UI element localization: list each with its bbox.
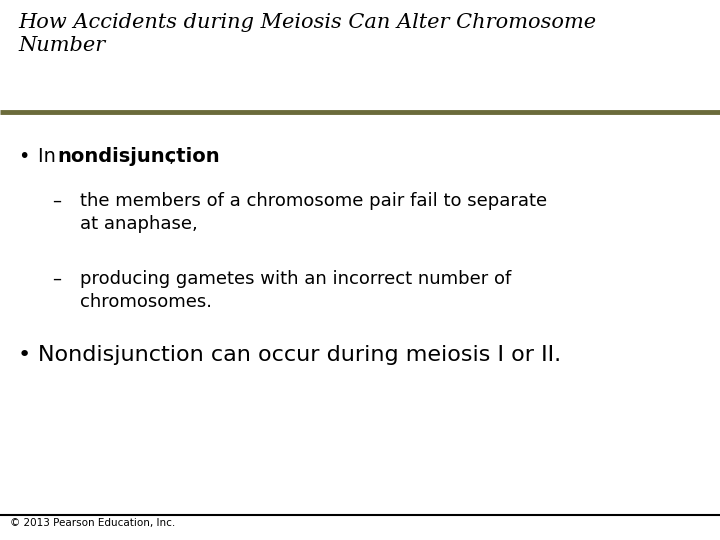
Text: Nondisjunction can occur during meiosis I or II.: Nondisjunction can occur during meiosis … [38,345,561,365]
Text: –: – [52,192,61,210]
Text: In: In [38,147,62,166]
Text: nondisjunction: nondisjunction [57,147,220,166]
Text: ,: , [169,147,175,166]
Text: •: • [18,345,31,365]
Text: How Accidents during Meiosis Can Alter Chromosome
Number: How Accidents during Meiosis Can Alter C… [18,13,596,55]
Text: producing gametes with an incorrect number of
chromosomes.: producing gametes with an incorrect numb… [80,270,511,311]
Text: the members of a chromosome pair fail to separate
at anaphase,: the members of a chromosome pair fail to… [80,192,547,233]
Text: –: – [52,270,61,288]
Text: •: • [18,147,30,166]
Text: © 2013 Pearson Education, Inc.: © 2013 Pearson Education, Inc. [10,518,175,528]
